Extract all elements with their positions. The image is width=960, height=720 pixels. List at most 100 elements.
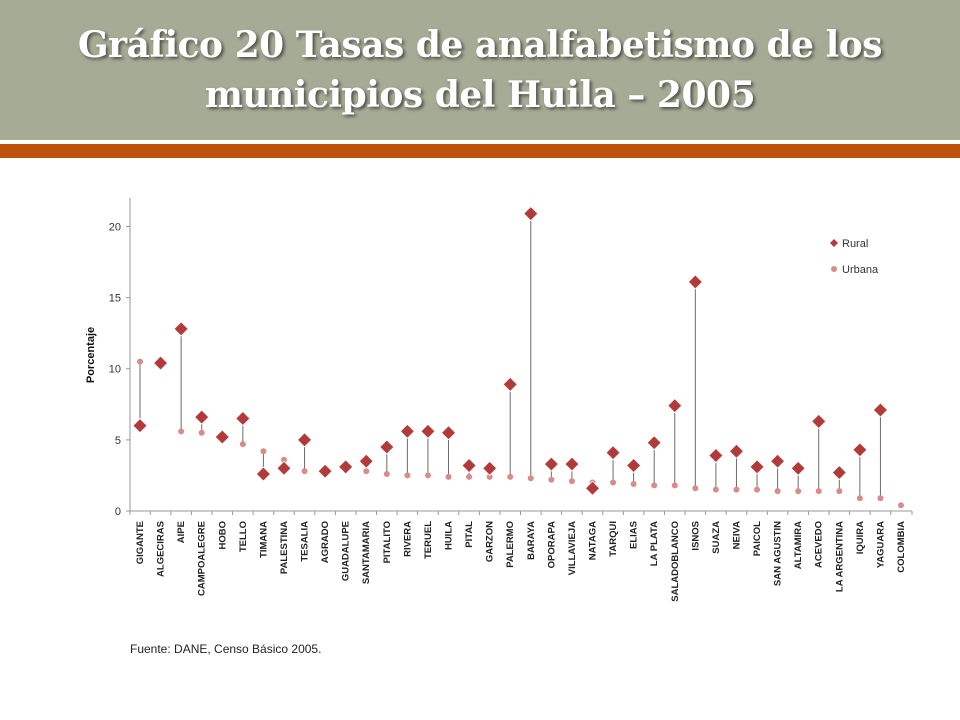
urbana-point	[568, 478, 575, 485]
urbana-point	[239, 441, 246, 448]
rural-point	[749, 459, 765, 475]
x-tick-label: PITALITO	[382, 521, 393, 563]
source-note: Fuente: DANE, Censo Básico 2005.	[130, 642, 322, 656]
urbana-point	[486, 473, 493, 480]
rural-point	[317, 463, 333, 479]
rural-point	[338, 459, 354, 475]
rural-point	[646, 435, 662, 451]
y-tick-label: 0	[115, 506, 121, 518]
accent-divider	[0, 144, 960, 158]
rural-point	[399, 423, 415, 439]
urbana-point	[733, 486, 740, 493]
rural-point	[255, 466, 271, 482]
urbana-point	[260, 448, 267, 455]
x-tick-label: LA PLATA	[649, 521, 660, 566]
chart-axes: 0 5 10 15 20	[109, 198, 913, 518]
urbana-point	[774, 488, 781, 495]
urbana-point	[404, 472, 411, 479]
rural-point	[605, 445, 621, 461]
x-tick-label: SALADOBLANCO	[670, 521, 681, 602]
rural-point	[420, 423, 436, 439]
x-tick-label: GUADALUPE	[341, 521, 352, 581]
rural-point	[296, 432, 313, 448]
rural-point	[358, 453, 374, 469]
x-tick-label: TARQUI	[608, 521, 619, 557]
category-labels: GIGANTE ALGECIRAS AIPE CAMPOALEGRE HOBO TELLO…	[135, 521, 907, 602]
x-tick-label: PALESTINA	[279, 521, 290, 574]
urbana-point	[877, 495, 884, 502]
legend-rural-marker	[830, 239, 838, 247]
x-tick-label: PALERMO	[505, 521, 516, 568]
rural-point	[235, 410, 251, 427]
rural-point	[153, 355, 169, 371]
x-tick-label: PITAL	[464, 521, 475, 548]
x-tick-label: PAICOL	[752, 521, 763, 556]
x-tick-label: ELIAS	[629, 521, 640, 549]
x-tick-label: SAN AGUSTIN	[773, 521, 784, 586]
rural-point	[872, 402, 888, 418]
x-tick-label: ISNOS	[690, 521, 701, 551]
urbana-point	[692, 485, 699, 492]
urbana-point	[548, 476, 555, 483]
urbana-point	[383, 471, 390, 478]
rural-point	[214, 429, 230, 445]
title-banner: Gráfico 20 Tasas de analfabetismo de los…	[0, 0, 960, 140]
urbana-point	[137, 358, 143, 365]
rural-point	[667, 398, 683, 414]
rural-point	[379, 439, 395, 455]
chart-stems	[139, 213, 881, 499]
urbana-point	[363, 468, 370, 475]
y-tick-label: 5	[115, 435, 121, 447]
x-tick-label: CAMPOALEGRE	[197, 521, 208, 596]
urbana-point	[795, 488, 802, 495]
legend-urbana-label: Urbana	[842, 264, 879, 276]
x-tick-label: ALTAMIRA	[793, 521, 804, 569]
x-tick-label: RIVERA	[402, 521, 413, 557]
urbana-point	[610, 479, 617, 486]
rural-point	[708, 447, 724, 464]
urbana-point	[815, 488, 822, 495]
urbana-point	[445, 473, 452, 480]
rural-point	[276, 460, 292, 476]
rural-point	[770, 453, 786, 469]
urbana-point	[280, 456, 287, 463]
urbana-point	[301, 468, 308, 475]
urbana-point	[754, 486, 761, 493]
x-tick-label: TERUEL	[423, 521, 434, 559]
rural-point	[811, 413, 827, 429]
x-tick-label: TELLO	[238, 521, 249, 552]
x-tick-label: HUILA	[444, 521, 455, 550]
x-tick-label: YAGUARA	[875, 521, 886, 568]
x-tick-label: TESALIA	[300, 521, 311, 562]
urbana-point	[856, 495, 863, 502]
rural-point	[728, 443, 745, 459]
series-rural	[132, 206, 888, 496]
x-tick-label: NEIVA	[731, 521, 742, 549]
urbana-point	[424, 472, 431, 479]
rural-point	[852, 442, 868, 458]
x-tick-label: NATAGA	[587, 521, 598, 560]
urbana-point	[836, 488, 843, 495]
slide-title: Gráfico 20 Tasas de analfabetismo de los…	[77, 24, 883, 116]
rural-point	[523, 206, 539, 222]
rural-point	[194, 409, 210, 425]
x-tick-label: SUAZA	[711, 521, 722, 554]
rural-point	[502, 376, 518, 392]
urbana-point	[527, 475, 534, 482]
x-tick-label: BARAYA	[526, 521, 537, 560]
x-tick-label: GIGANTE	[135, 521, 146, 564]
rural-point	[461, 457, 477, 474]
y-axis-title: Porcentaje	[85, 327, 97, 383]
x-tick-label: TIMANA	[258, 521, 269, 558]
rural-point	[132, 418, 148, 434]
series-urbana	[137, 358, 904, 509]
x-tick-label: AGRADO	[320, 521, 331, 563]
rural-point	[831, 465, 847, 481]
x-tick-label: COLOMBIA	[896, 521, 907, 573]
urbana-point	[898, 502, 904, 509]
rural-point	[626, 457, 642, 474]
urbana-point	[651, 482, 658, 489]
x-tick-label: LA ARGENTINA	[834, 521, 845, 592]
rural-point	[173, 321, 189, 337]
